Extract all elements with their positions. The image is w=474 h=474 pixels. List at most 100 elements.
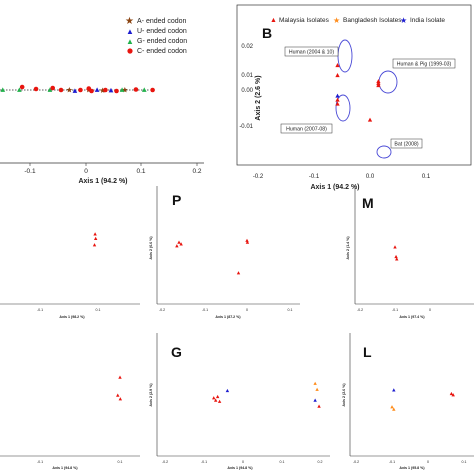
- legend-label: C- ended codon: [137, 48, 187, 55]
- annotations: Human (2004 & 10) Human & Pig (1999-03) …: [280, 46, 456, 149]
- x-tick-label: 0.2: [192, 168, 201, 175]
- x-axis-label: Axis 1 (97.4 %): [399, 315, 425, 319]
- cluster-ellipses: [335, 39, 398, 159]
- data-point-triangle: [0, 87, 6, 92]
- data-points: [92, 232, 98, 247]
- data-point-triangle: [116, 393, 120, 397]
- data-point-circle: [150, 87, 155, 93]
- chart-panel-p: P Axis 2 (6.6 %) -0.2 -0.1 0 0.1 Axis 1 …: [149, 186, 300, 319]
- data-point-triangle: [313, 381, 317, 385]
- x-tick-label: -0.1: [389, 460, 395, 464]
- chart-bottom-left: -0.1 0.1 Axis 1 (94.8 %): [0, 375, 140, 470]
- legend-label: U- ended codon: [137, 28, 187, 35]
- data-point-circle: [133, 87, 139, 92]
- data-point-triangle: [93, 232, 97, 236]
- data-point-triangle: [392, 388, 396, 392]
- x-axis-label: Axis 1 (94.2 %): [310, 184, 359, 191]
- y-axis-label: Axis 2 (2.6 %): [255, 75, 262, 120]
- annotation-label: Human (2004 & 10): [289, 50, 335, 56]
- data-point-triangle: [393, 245, 397, 249]
- data-point-circle: [33, 86, 39, 92]
- data-point-triangle: [118, 397, 123, 401]
- chart-mid-left: -0.1 0.1 Axis 1 (98.2 %): [0, 232, 140, 319]
- chart-panel-m: M Axis 2 (1.4 %) -0.2 -0.1 0 Axis 1 (97.…: [346, 186, 474, 319]
- data-point-triangle: [141, 87, 147, 92]
- circle-marker-icon: [127, 48, 133, 54]
- y-axis-label: Axis 2 (2.6 %): [342, 383, 346, 407]
- data-point-triangle: [394, 254, 398, 259]
- x-tick-label: 0.2: [318, 460, 323, 464]
- y-tick-label: 0.00: [241, 88, 253, 94]
- data-points: [212, 381, 321, 408]
- cluster-ellipse: [378, 70, 398, 94]
- cluster-ellipse: [337, 39, 353, 73]
- triangle-marker-icon: ▲: [270, 17, 277, 24]
- data-point-triangle: [245, 240, 250, 244]
- x-tick-label: -0.1: [37, 460, 43, 464]
- data-point-triangle: [217, 399, 222, 403]
- data-points: [116, 375, 123, 401]
- plot-frame: [236, 4, 472, 166]
- chart-codon-usage: -0.1 0 0.1 0.2 Axis 1 (94.2 %) ★ A- ende…: [0, 16, 204, 185]
- data-point-triangle: [335, 97, 340, 102]
- y-axis-label: Axis 2 (1.4 %): [346, 236, 350, 260]
- y-tick-label: -0.01: [239, 124, 253, 130]
- data-point-circle: [103, 87, 108, 93]
- x-tick-label: -0.2: [353, 460, 359, 464]
- x-tick-label: -0.2: [159, 308, 165, 312]
- star-marker-icon: ★: [400, 16, 407, 25]
- annotation-box: [280, 123, 333, 134]
- chart-panel-l: L Axis 2 (2.6 %) -0.2 -0.1 0 0.1 Axis 1 …: [342, 333, 474, 470]
- x-axis-label: Axis 1 (98.2 %): [59, 315, 85, 319]
- cluster-ellipse: [376, 145, 392, 159]
- x-axis-label: Axis 1 (94.8 %): [52, 466, 78, 470]
- y-axis-label: Axis 2 (2.9 %): [149, 383, 153, 407]
- annotation-label: Human & Pig (1999-03): [397, 62, 452, 68]
- x-axis-label: Axis 1 (87.2 %): [215, 315, 241, 319]
- data-point-triangle: [92, 243, 97, 247]
- data-point-triangle: [449, 391, 454, 396]
- data-point-triangle: [72, 88, 78, 93]
- data-point-triangle: [215, 394, 220, 399]
- chart-panel-b: B ▲ Malaysia Isolates ★ Bangladesh Isola…: [236, 4, 472, 191]
- annotation-label: Human (2007-08): [286, 127, 327, 133]
- data-point-triangle: [212, 396, 216, 400]
- annotation-box: [284, 46, 339, 57]
- x-tick-label: 0: [242, 460, 244, 464]
- data-point-triangle: [367, 117, 373, 122]
- data-point-circle: [50, 85, 55, 91]
- panel-letter: G: [171, 344, 182, 360]
- legend-label: G- ended codon: [137, 38, 187, 45]
- x-tick-label: 0: [427, 460, 429, 464]
- y-tick-label: 0.01: [241, 73, 253, 79]
- data-point-triangle: [335, 63, 340, 68]
- data-point-triangle: [390, 405, 394, 409]
- data-point-triangle: [335, 93, 340, 98]
- data-point-triangle: [335, 73, 340, 78]
- star-marker-icon: ★: [125, 16, 134, 27]
- triangle-marker-icon: ▲: [126, 27, 134, 36]
- legend: ▲ Malaysia Isolates ★ Bangladesh Isolate…: [270, 16, 445, 25]
- x-tick-label: -0.1: [309, 174, 320, 180]
- data-points: [390, 388, 455, 411]
- data-point-triangle: [317, 404, 321, 408]
- legend-label: Bangladesh Isolates: [343, 17, 402, 24]
- y-tick-label: 0.02: [241, 44, 253, 50]
- x-tick-label: 0: [246, 308, 248, 312]
- x-tick-label: 0: [84, 168, 88, 175]
- data-point-triangle: [376, 83, 381, 88]
- x-tick-label: 0: [429, 308, 431, 312]
- data-point-circle: [58, 87, 64, 93]
- data-point-triangle: [175, 244, 179, 248]
- annotation-box: [392, 58, 456, 69]
- x-axis-label: Axis 1 (95.8 %): [399, 466, 425, 470]
- panel-letter: M: [362, 195, 374, 211]
- annotation-label: Bat (2008): [394, 142, 418, 148]
- data-point-triangle: [17, 87, 22, 92]
- data-points: [335, 63, 381, 122]
- triangle-marker-icon: ▲: [126, 37, 134, 46]
- x-axis-label: Axis 1 (94.8 %): [227, 466, 253, 470]
- legend-label: India Isolate: [410, 17, 445, 24]
- x-tick-label: 0.1: [422, 174, 431, 180]
- data-point-triangle: [335, 101, 340, 106]
